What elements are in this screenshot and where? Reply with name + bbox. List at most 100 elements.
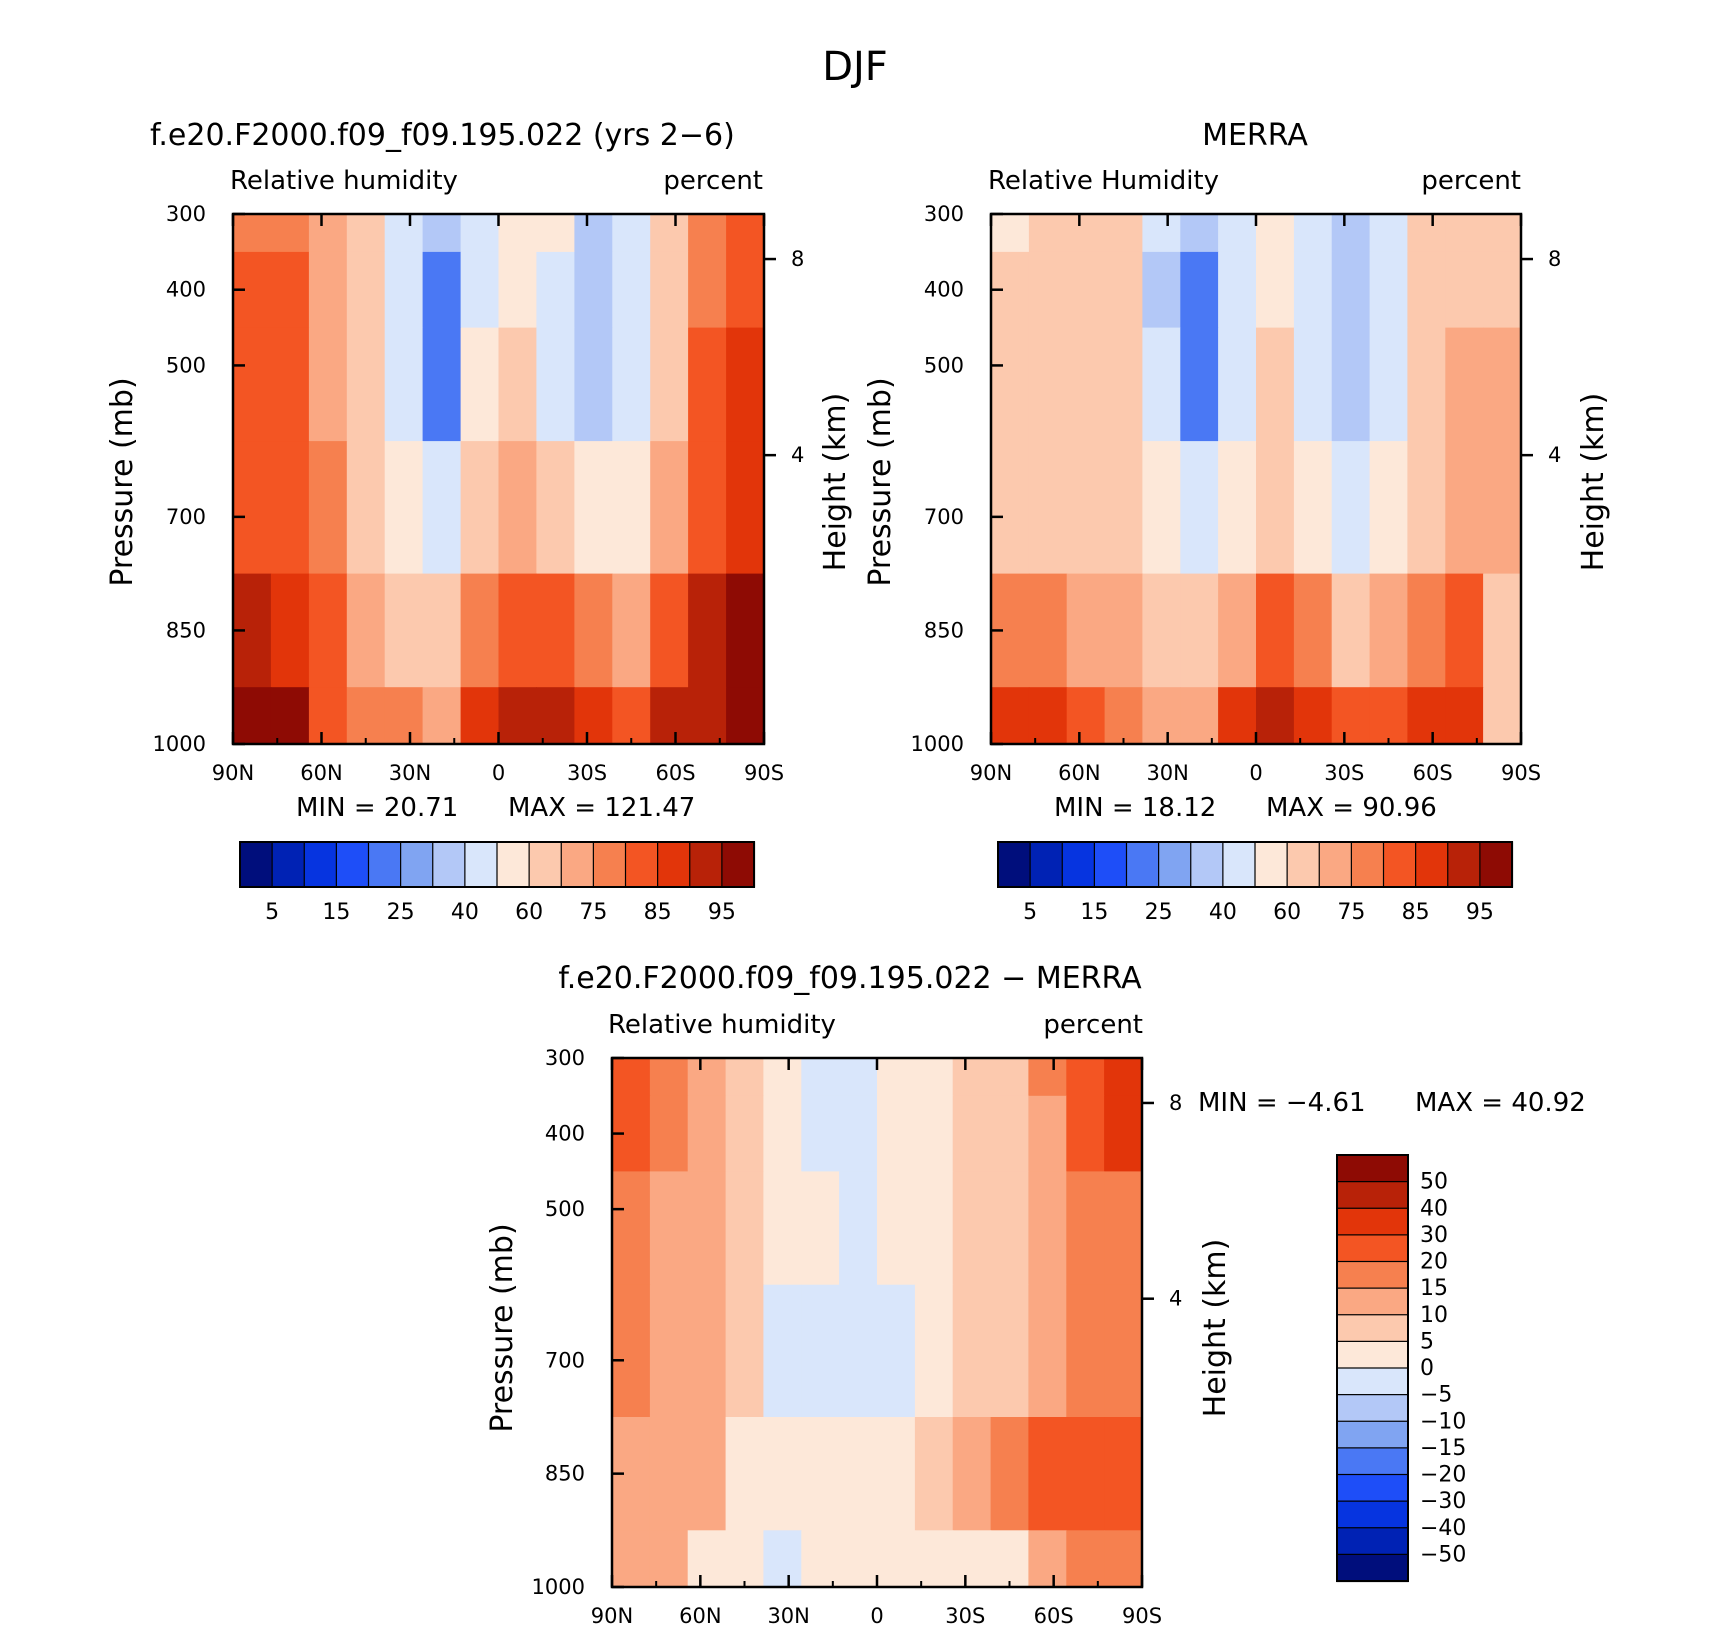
heatmap-cell bbox=[877, 1530, 916, 1588]
heatmap-cell bbox=[990, 1095, 1030, 1172]
heatmap-cell bbox=[1104, 1530, 1143, 1588]
heatmap-cell bbox=[308, 214, 348, 253]
colorbar-label: 5 bbox=[1420, 1329, 1434, 1354]
colorbar-swatch bbox=[1061, 841, 1096, 888]
x-tick-label: 30S bbox=[945, 1604, 985, 1628]
heatmap-cell bbox=[536, 573, 575, 688]
heatmap-cell bbox=[649, 1530, 689, 1588]
heatmap-cell bbox=[498, 441, 537, 575]
heatmap-cell bbox=[990, 1530, 1030, 1588]
colorbar-swatch bbox=[400, 841, 434, 888]
panel-diff-plot bbox=[612, 1058, 1143, 1588]
heatmap-cell bbox=[384, 327, 424, 442]
heatmap-cell bbox=[612, 327, 651, 442]
heatmap-cell bbox=[990, 1417, 1030, 1531]
colorbar-swatch bbox=[1336, 1367, 1409, 1396]
heatmap-cell bbox=[498, 251, 537, 329]
heatmap-cell bbox=[1483, 573, 1522, 688]
colorbar-swatch bbox=[592, 841, 627, 888]
heatmap-cell bbox=[914, 1095, 954, 1172]
colorbar-swatch bbox=[1336, 1340, 1409, 1370]
heatmap-cell bbox=[1445, 327, 1484, 442]
heatmap-cell bbox=[1218, 251, 1257, 329]
panel-diff-y2label: Height (km) bbox=[1198, 1239, 1233, 1418]
colorbar-swatch bbox=[1336, 1500, 1409, 1529]
colorbar-swatch bbox=[1125, 841, 1160, 888]
heatmap-cell bbox=[384, 251, 424, 329]
panel-obs-left-label: Relative Humidity bbox=[988, 166, 1219, 196]
heatmap-cell bbox=[877, 1171, 916, 1286]
colorbar-label: −15 bbox=[1420, 1436, 1466, 1461]
colorbar-label: 60 bbox=[515, 900, 543, 925]
colorbar-swatch bbox=[689, 841, 723, 888]
panel-obs-colorbar: 5 15 25 40 60 75 85 95 bbox=[997, 841, 1514, 925]
heatmap-cell bbox=[687, 1530, 727, 1588]
heatmap-cell bbox=[1407, 441, 1446, 575]
heatmap-cell bbox=[725, 1095, 765, 1172]
colorbar-label: 15 bbox=[1080, 900, 1108, 925]
heatmap-cell bbox=[1142, 251, 1181, 329]
colorbar-swatch bbox=[1318, 841, 1353, 888]
heatmap-cell bbox=[649, 1058, 689, 1097]
heatmap-cell bbox=[233, 441, 272, 575]
x-tick-label: 90S bbox=[1122, 1604, 1162, 1628]
colorbar-frame bbox=[997, 841, 1513, 888]
x-tick-label: 90N bbox=[212, 761, 254, 785]
y-tick-label: 300 bbox=[545, 1046, 585, 1070]
heatmap-cell bbox=[1104, 1058, 1143, 1097]
heatmap-cell bbox=[1331, 441, 1371, 575]
y-tick-label: 500 bbox=[924, 353, 964, 377]
y-tick-label: 300 bbox=[924, 202, 964, 226]
x-tick-label: 90S bbox=[1501, 761, 1541, 785]
y-tick-label: 400 bbox=[924, 278, 964, 302]
heatmap-cell bbox=[877, 1058, 916, 1097]
heatmap-cell bbox=[308, 687, 348, 745]
colorbar-swatch bbox=[1336, 1207, 1409, 1236]
heatmap-cell bbox=[991, 441, 1030, 575]
heatmap-cell bbox=[574, 441, 613, 575]
heatmap-cell bbox=[536, 327, 575, 442]
heatmap-cell bbox=[1142, 441, 1181, 575]
heatmap-cell bbox=[991, 214, 1030, 253]
colorbar-label: 60 bbox=[1273, 900, 1301, 925]
colorbar-label: 15 bbox=[322, 900, 350, 925]
heatmap-cell bbox=[1218, 687, 1257, 745]
heatmap-cell bbox=[1293, 214, 1333, 253]
colorbar-label: 30 bbox=[1420, 1223, 1448, 1248]
colorbar-label: 10 bbox=[1420, 1303, 1448, 1328]
colorbar-swatch bbox=[496, 841, 531, 888]
heatmap-cell bbox=[649, 1095, 689, 1172]
heatmap-cell bbox=[270, 214, 310, 253]
heatmap-cell bbox=[763, 1530, 802, 1588]
y-tick-label: 1000 bbox=[911, 732, 964, 756]
heatmap-cell bbox=[460, 251, 500, 329]
colorbar-swatch bbox=[1336, 1553, 1409, 1583]
heatmap-cell bbox=[1104, 1095, 1143, 1172]
heatmap-cell bbox=[649, 1171, 689, 1286]
heatmap-cell bbox=[1483, 214, 1522, 253]
heatmap-cell bbox=[1028, 1530, 1067, 1588]
colorbar-label: 20 bbox=[1420, 1250, 1448, 1275]
colorbar-label: −10 bbox=[1420, 1409, 1466, 1434]
colorbar-swatch bbox=[464, 841, 499, 888]
heatmap-cell bbox=[801, 1171, 840, 1286]
colorbar-swatch bbox=[303, 841, 338, 888]
x-tick-label: 60S bbox=[655, 761, 695, 785]
heatmap-cell bbox=[1066, 1530, 1105, 1588]
colorbar-label: 40 bbox=[1209, 900, 1237, 925]
heatmap-cell bbox=[839, 1095, 878, 1172]
heatmap-cell bbox=[839, 1417, 878, 1531]
heatmap-cell bbox=[801, 1284, 840, 1418]
colorbar-swatch bbox=[1479, 841, 1514, 888]
heatmap-cell bbox=[1066, 1095, 1105, 1172]
heatmap-cell bbox=[1218, 441, 1257, 575]
heatmap-cell bbox=[308, 327, 348, 442]
colorbar-label: −50 bbox=[1420, 1542, 1466, 1567]
colorbar-swatch bbox=[1254, 841, 1289, 888]
y-tick-label: 1000 bbox=[153, 732, 206, 756]
colorbar-swatch bbox=[1336, 1447, 1409, 1476]
heatmap-cell bbox=[612, 687, 651, 745]
heatmap-cell bbox=[1066, 1171, 1105, 1286]
heatmap-cell bbox=[1407, 214, 1446, 253]
heatmap-cell bbox=[877, 1095, 916, 1172]
